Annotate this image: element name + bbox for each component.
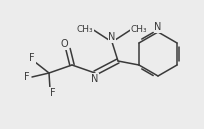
Text: O: O: [60, 39, 68, 49]
Text: CH₃: CH₃: [76, 25, 93, 34]
Text: F: F: [50, 88, 55, 98]
Text: N: N: [154, 22, 161, 32]
Text: CH₃: CH₃: [130, 25, 147, 34]
Text: N: N: [108, 32, 115, 42]
Text: F: F: [24, 72, 30, 82]
Text: F: F: [29, 53, 35, 63]
Text: N: N: [91, 74, 98, 84]
